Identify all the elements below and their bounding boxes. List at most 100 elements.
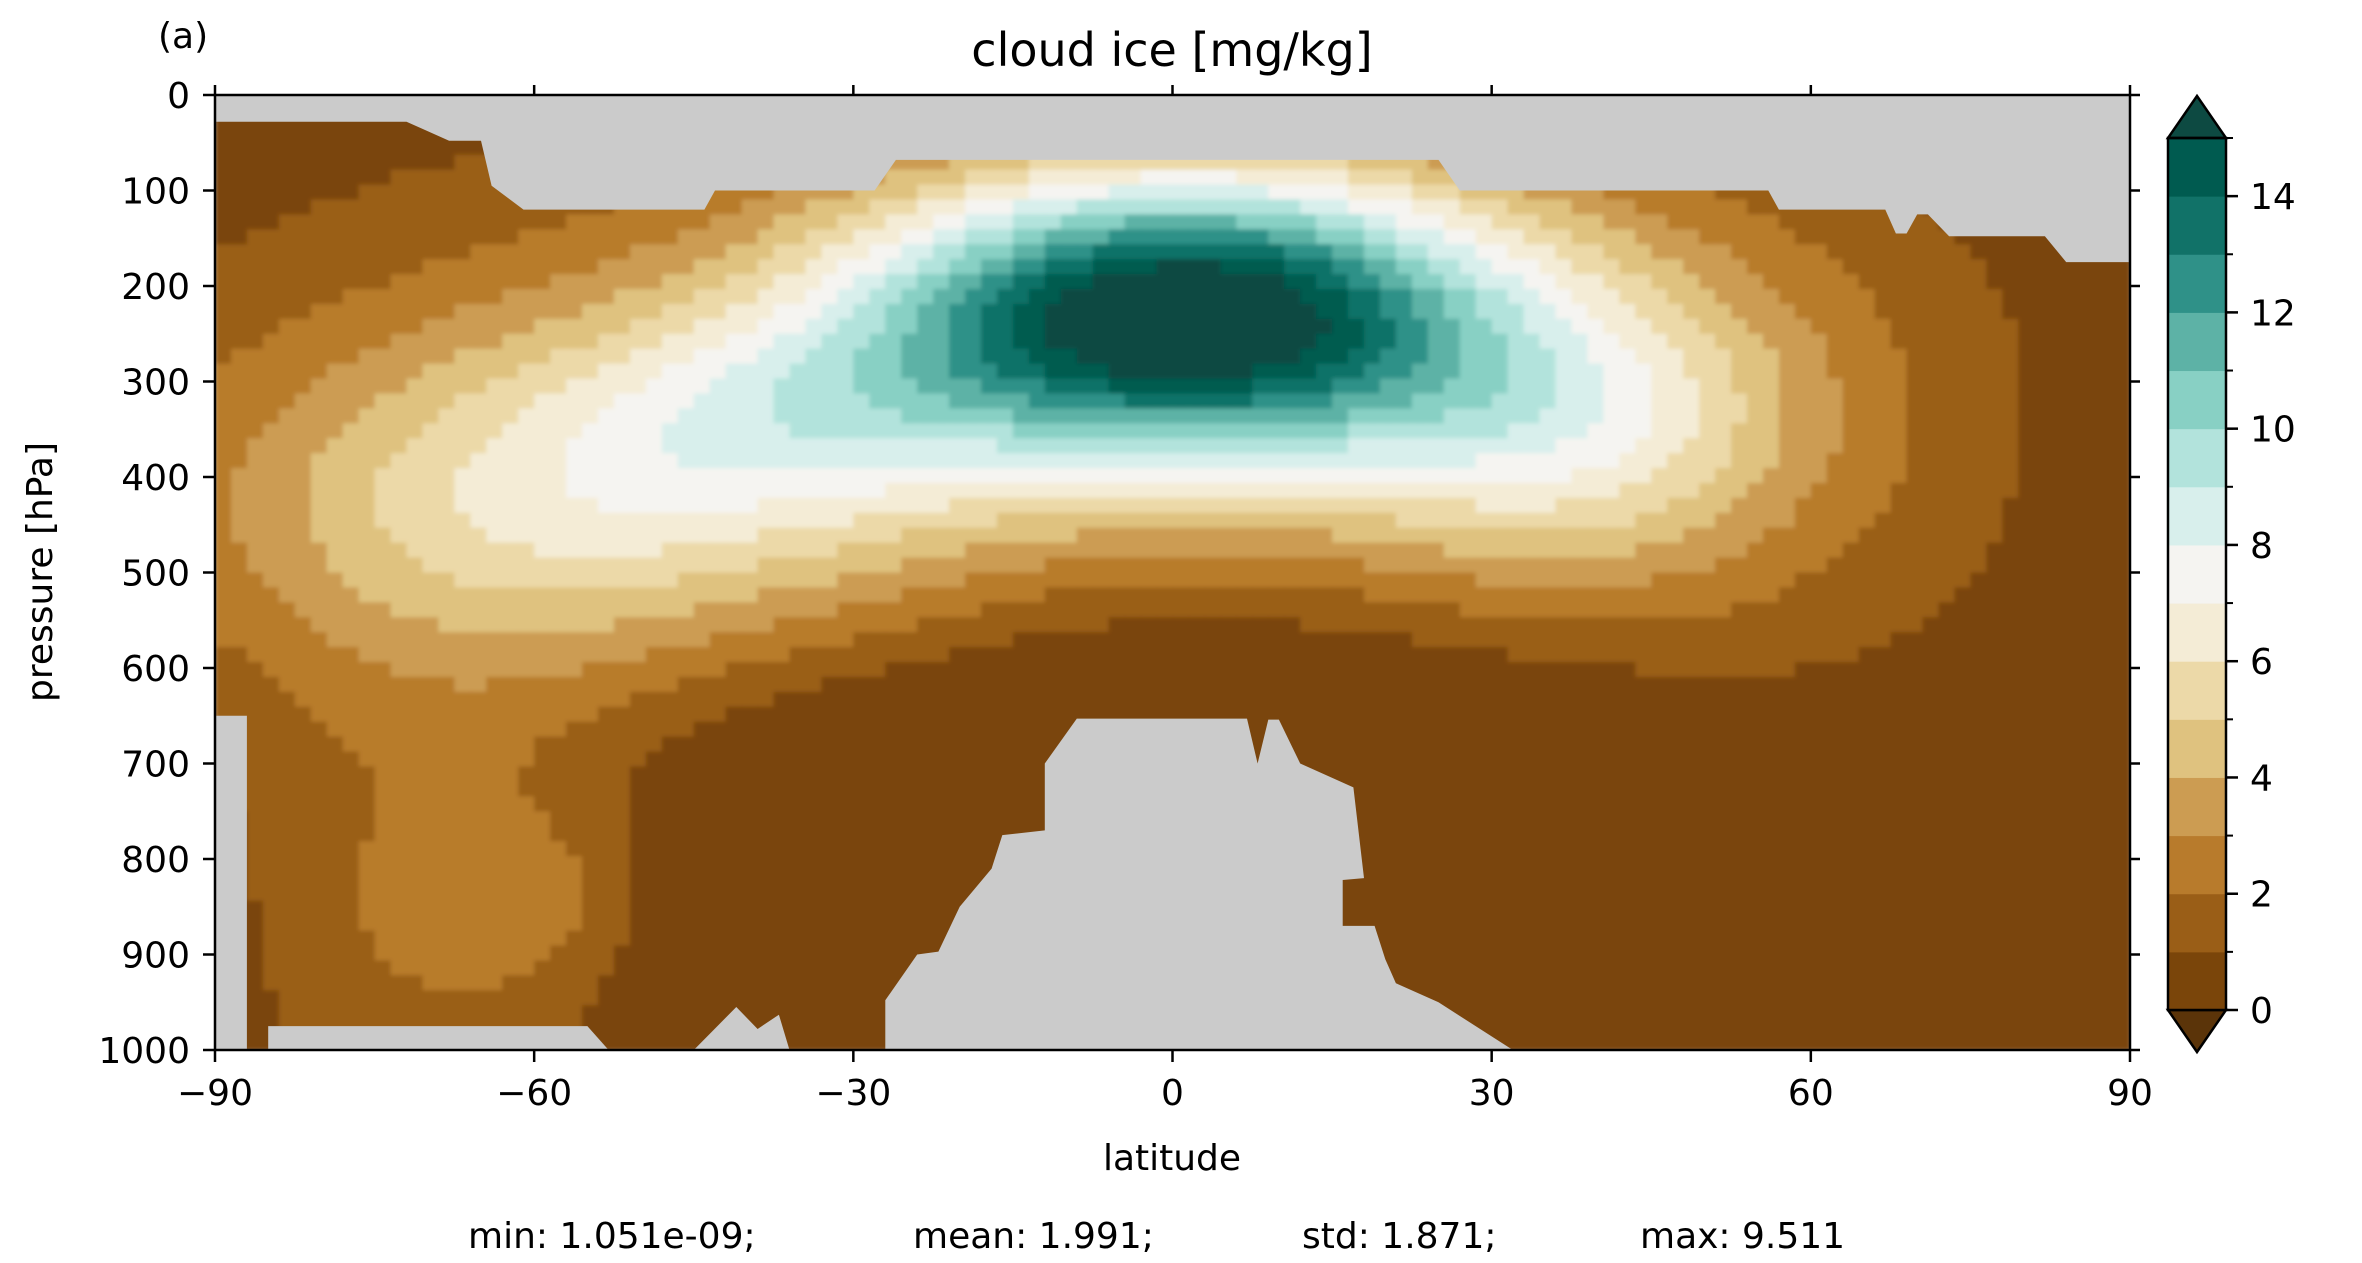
- contour-cell: [885, 587, 903, 604]
- contour-cell: [1986, 691, 2004, 708]
- contour-cell: [1300, 572, 1318, 589]
- contour-cell: [454, 572, 472, 589]
- contour-cell: [853, 587, 871, 604]
- contour-cell: [566, 706, 583, 723]
- contour-cell: [1603, 468, 1621, 484]
- contour-cell: [1204, 691, 1222, 708]
- contour-cell: [1938, 497, 1956, 514]
- contour-cell: [1715, 333, 1732, 350]
- contour-cell: [422, 527, 440, 544]
- contour-cell: [566, 527, 583, 544]
- contour-cell: [1635, 423, 1653, 440]
- contour-cell: [996, 333, 1014, 350]
- contour-cell: [1619, 378, 1637, 395]
- contour-cell: [2002, 482, 2020, 499]
- contour-cell: [773, 527, 791, 544]
- contour-cell: [1395, 378, 1413, 395]
- contour-cell: [1076, 259, 1094, 275]
- contour-cell: [1076, 303, 1094, 320]
- contour-cell: [1922, 229, 1940, 246]
- contour-cell: [1300, 497, 1318, 514]
- contour-cell: [757, 706, 775, 723]
- contour-cell: [1683, 542, 1701, 559]
- contour-cell: [677, 662, 695, 678]
- contour-cell: [2114, 453, 2130, 469]
- contour-cell: [949, 318, 966, 335]
- contour-cell: [1778, 274, 1796, 290]
- contour-cell: [1778, 647, 1796, 663]
- contour-cell: [1810, 214, 1828, 231]
- contour-cell: [1204, 572, 1222, 589]
- contour-cell: [422, 139, 440, 156]
- contour-cell: [821, 662, 839, 678]
- contour-cell: [2098, 512, 2115, 529]
- contour-cell: [278, 318, 296, 335]
- contour-cell: [1954, 438, 1972, 455]
- contour-cell: [1954, 259, 1972, 275]
- contour-cell: [1060, 438, 1078, 455]
- contour-cell: [342, 348, 360, 365]
- contour-cell: [2018, 527, 2036, 544]
- contour-cell: [1411, 691, 1429, 708]
- contour-cell: [2082, 482, 2099, 499]
- contour-cell: [262, 363, 280, 380]
- contour-cell: [2114, 378, 2130, 395]
- contour-cell: [821, 199, 839, 216]
- contour-cell: [2050, 393, 2068, 410]
- contour-cell: [1012, 453, 1030, 469]
- contour-cell: [294, 318, 312, 335]
- contour-cell: [1539, 453, 1557, 469]
- contour-cell: [901, 274, 919, 290]
- contour-cell: [390, 602, 408, 619]
- contour-cell: [725, 617, 743, 634]
- contour-cell: [741, 303, 759, 320]
- contour-cell: [1284, 169, 1302, 186]
- contour-cell: [1731, 632, 1748, 649]
- contour-cell: [262, 512, 280, 529]
- contour-cell: [996, 676, 1014, 693]
- contour-cell: [1300, 453, 1318, 469]
- contour-cell: [1539, 393, 1557, 410]
- contour-cell: [598, 229, 615, 246]
- contour-cell: [2002, 632, 2020, 649]
- contour-cell: [1507, 274, 1525, 290]
- contour-cell: [1507, 662, 1525, 678]
- contour-cell: [757, 348, 775, 365]
- contour-cell: [1284, 587, 1302, 604]
- contour-cell: [1603, 288, 1621, 305]
- contour-cell: [933, 214, 950, 231]
- contour-cell: [390, 244, 408, 261]
- contour-cell: [1156, 378, 1174, 395]
- contour-cell: [374, 691, 392, 708]
- contour-cell: [1938, 244, 1956, 261]
- contour-cell: [358, 199, 376, 216]
- contour-cell: [869, 348, 887, 365]
- contour-cell: [310, 303, 328, 320]
- contour-cell: [486, 393, 504, 410]
- contour-cell: [1922, 303, 1940, 320]
- contour-cell: [2050, 482, 2068, 499]
- contour-cell: [1268, 423, 1286, 440]
- contour-cell: [1906, 557, 1924, 574]
- contour-cell: [805, 318, 823, 335]
- contour-cell: [470, 393, 488, 410]
- contour-cell: [486, 438, 504, 455]
- contour-cell: [2098, 587, 2115, 604]
- contour-cell: [661, 333, 679, 350]
- contour-cell: [486, 527, 504, 544]
- contour-cell: [1108, 229, 1126, 246]
- contour-cell: [1890, 378, 1908, 395]
- contour-cell: [1316, 303, 1333, 320]
- contour-cell: [789, 274, 807, 290]
- contour-cell: [1507, 229, 1525, 246]
- contour-cell: [582, 482, 599, 499]
- contour-cell: [310, 482, 328, 499]
- contour-cell: [1395, 229, 1413, 246]
- contour-cell: [1938, 274, 1956, 290]
- contour-cell: [933, 632, 950, 649]
- contour-cell: [996, 662, 1014, 678]
- contour-cell: [1826, 303, 1844, 320]
- contour-cell: [1411, 542, 1429, 559]
- contour-cell: [278, 632, 296, 649]
- contour-cell: [1124, 468, 1142, 484]
